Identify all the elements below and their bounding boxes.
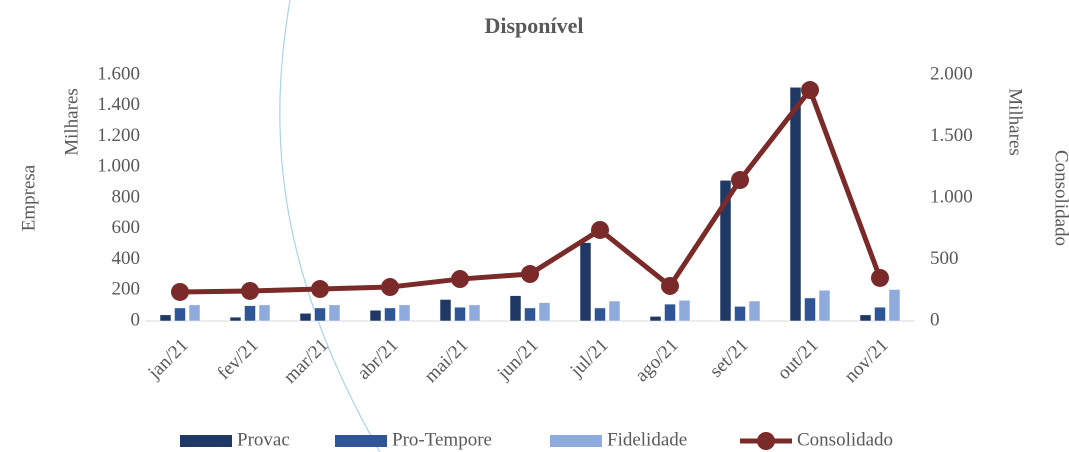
- bar: [229, 316, 242, 322]
- x-tick-label: fev/21: [213, 335, 262, 384]
- bar: [439, 299, 452, 322]
- x-tick-label: set/21: [706, 335, 753, 382]
- bar: [398, 304, 411, 322]
- bar: [734, 306, 746, 322]
- x-tick-label: jun/21: [493, 335, 543, 385]
- line-marker: [451, 270, 469, 289]
- y-axis-label: Empresa: [18, 164, 39, 231]
- line-marker: [311, 280, 329, 299]
- x-tick-label: ago/21: [631, 335, 682, 386]
- bar: [789, 87, 802, 322]
- bar: [524, 307, 536, 322]
- bar: [874, 306, 886, 322]
- y-tick-label: 600: [112, 217, 141, 238]
- bar: [538, 302, 551, 322]
- y2-tick-label: 0: [930, 309, 940, 330]
- x-tick-label: mai/21: [420, 335, 472, 387]
- legend-swatch: [757, 432, 775, 450]
- bar: [384, 307, 396, 322]
- line-marker: [591, 220, 609, 239]
- line-marker: [731, 171, 749, 190]
- bar: [159, 314, 172, 322]
- bar: [649, 316, 662, 322]
- legend-label: Consolidado: [797, 429, 893, 450]
- bar: [818, 290, 831, 322]
- bar: [258, 304, 271, 322]
- bar: [314, 307, 326, 322]
- bar: [888, 289, 901, 322]
- y-tick-label: 400: [112, 248, 141, 269]
- y-tick-label: 1.400: [97, 94, 140, 115]
- bar: [454, 306, 466, 322]
- legend-swatch: [180, 435, 232, 447]
- legend-label: Pro-Tempore: [392, 429, 492, 450]
- bar: [594, 307, 606, 322]
- y2-tick-label: 1.000: [930, 186, 973, 207]
- chart-title: Disponível: [484, 13, 583, 38]
- x-tick-label: mar/21: [280, 335, 333, 388]
- x-tick-label: abr/21: [353, 335, 402, 384]
- y-tick-label: 0: [131, 309, 141, 330]
- legend-swatch: [550, 435, 602, 447]
- y-tick-label: 1.200: [97, 125, 140, 146]
- bar: [664, 303, 676, 322]
- line-marker: [801, 81, 819, 100]
- y-tick-label: 200: [112, 279, 141, 300]
- bar: [804, 297, 816, 322]
- bar: [188, 304, 201, 322]
- line-marker: [241, 281, 259, 300]
- y2-tick-label: 500: [930, 248, 959, 269]
- legend-swatch: [335, 435, 387, 447]
- bar: [369, 309, 382, 322]
- bar: [174, 307, 186, 322]
- y2-tick-label: 2.000: [930, 63, 973, 84]
- x-tick-label: jan/21: [143, 335, 192, 384]
- y2-tick-label: 1.500: [930, 125, 973, 146]
- bar: [468, 304, 481, 322]
- bar: [328, 304, 341, 322]
- bar: [859, 314, 872, 322]
- y-tick-label: 800: [112, 186, 141, 207]
- y-axis-unit: Milhares: [61, 88, 82, 156]
- bar: [608, 300, 621, 322]
- y2-axis-unit: Milhares: [1005, 88, 1026, 156]
- bar: [299, 313, 312, 322]
- x-tick-label: jul/21: [566, 335, 613, 382]
- line-marker: [661, 276, 679, 295]
- legend-label: Fidelidade: [607, 429, 687, 450]
- legend-label: Provac: [237, 429, 290, 450]
- line-marker: [521, 265, 539, 284]
- bar: [244, 305, 256, 322]
- line-marker: [871, 268, 889, 287]
- y-tick-label: 1.600: [97, 63, 140, 84]
- line-marker: [171, 282, 189, 301]
- x-tick-label: out/21: [773, 335, 822, 384]
- bar: [678, 299, 691, 322]
- y-tick-label: 1.000: [97, 156, 140, 177]
- bar: [719, 180, 732, 322]
- bar: [579, 242, 592, 322]
- y2-axis-label: Consolidado: [1051, 150, 1069, 246]
- line-marker: [381, 278, 399, 297]
- bar: [509, 295, 522, 322]
- decorative-curve: [279, 0, 381, 452]
- bar: [748, 300, 761, 322]
- x-tick-label: nov/21: [840, 335, 892, 387]
